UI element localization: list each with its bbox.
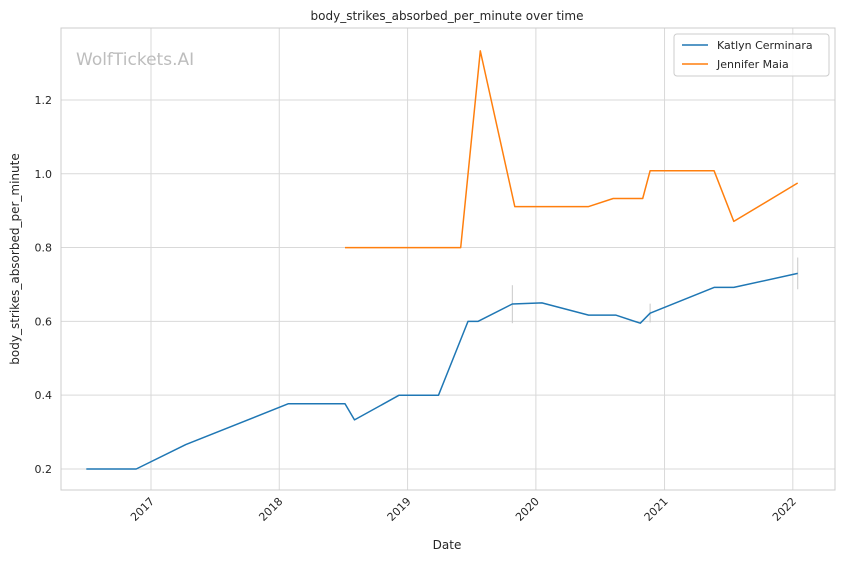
y-tick-label: 0.2 bbox=[35, 463, 53, 476]
x-tick-label: 2019 bbox=[385, 495, 414, 524]
y-tick-label: 1.0 bbox=[35, 168, 53, 181]
y-tick-label: 0.8 bbox=[35, 242, 53, 255]
y-tick-label: 0.4 bbox=[35, 389, 53, 402]
series-line-1 bbox=[345, 50, 799, 249]
x-tick-label: 2022 bbox=[770, 495, 799, 524]
grid bbox=[61, 28, 835, 490]
chart-title: body_strikes_absorbed_per_minute over ti… bbox=[311, 9, 584, 23]
x-tick-label: 2017 bbox=[128, 495, 157, 524]
x-tick-label: 2021 bbox=[642, 495, 671, 524]
series-layer bbox=[86, 50, 799, 470]
watermark: WolfTickets.AI bbox=[76, 50, 194, 70]
x-tick-label: 2020 bbox=[513, 495, 542, 524]
x-axis-label: Date bbox=[433, 538, 462, 552]
legend-label-0: Katlyn Cerminara bbox=[717, 39, 813, 52]
legend-label-1: Jennifer Maia bbox=[716, 58, 789, 71]
plot-frame bbox=[60, 27, 836, 491]
legend: Katlyn Cerminara Jennifer Maia bbox=[673, 33, 830, 77]
y-axis-label: body_strikes_absorbed_per_minute bbox=[8, 153, 22, 364]
x-tick-label: 2018 bbox=[256, 495, 285, 524]
legend-box bbox=[673, 33, 830, 77]
series-line-0 bbox=[86, 272, 798, 470]
y-axis-ticks: 0.2 0.4 0.6 0.8 1.0 1.2 bbox=[35, 94, 53, 476]
x-axis-ticks: 2017 2018 2019 2020 2021 2022 bbox=[128, 495, 799, 524]
y-tick-label: 1.2 bbox=[35, 94, 53, 107]
y-tick-label: 0.6 bbox=[35, 315, 53, 328]
